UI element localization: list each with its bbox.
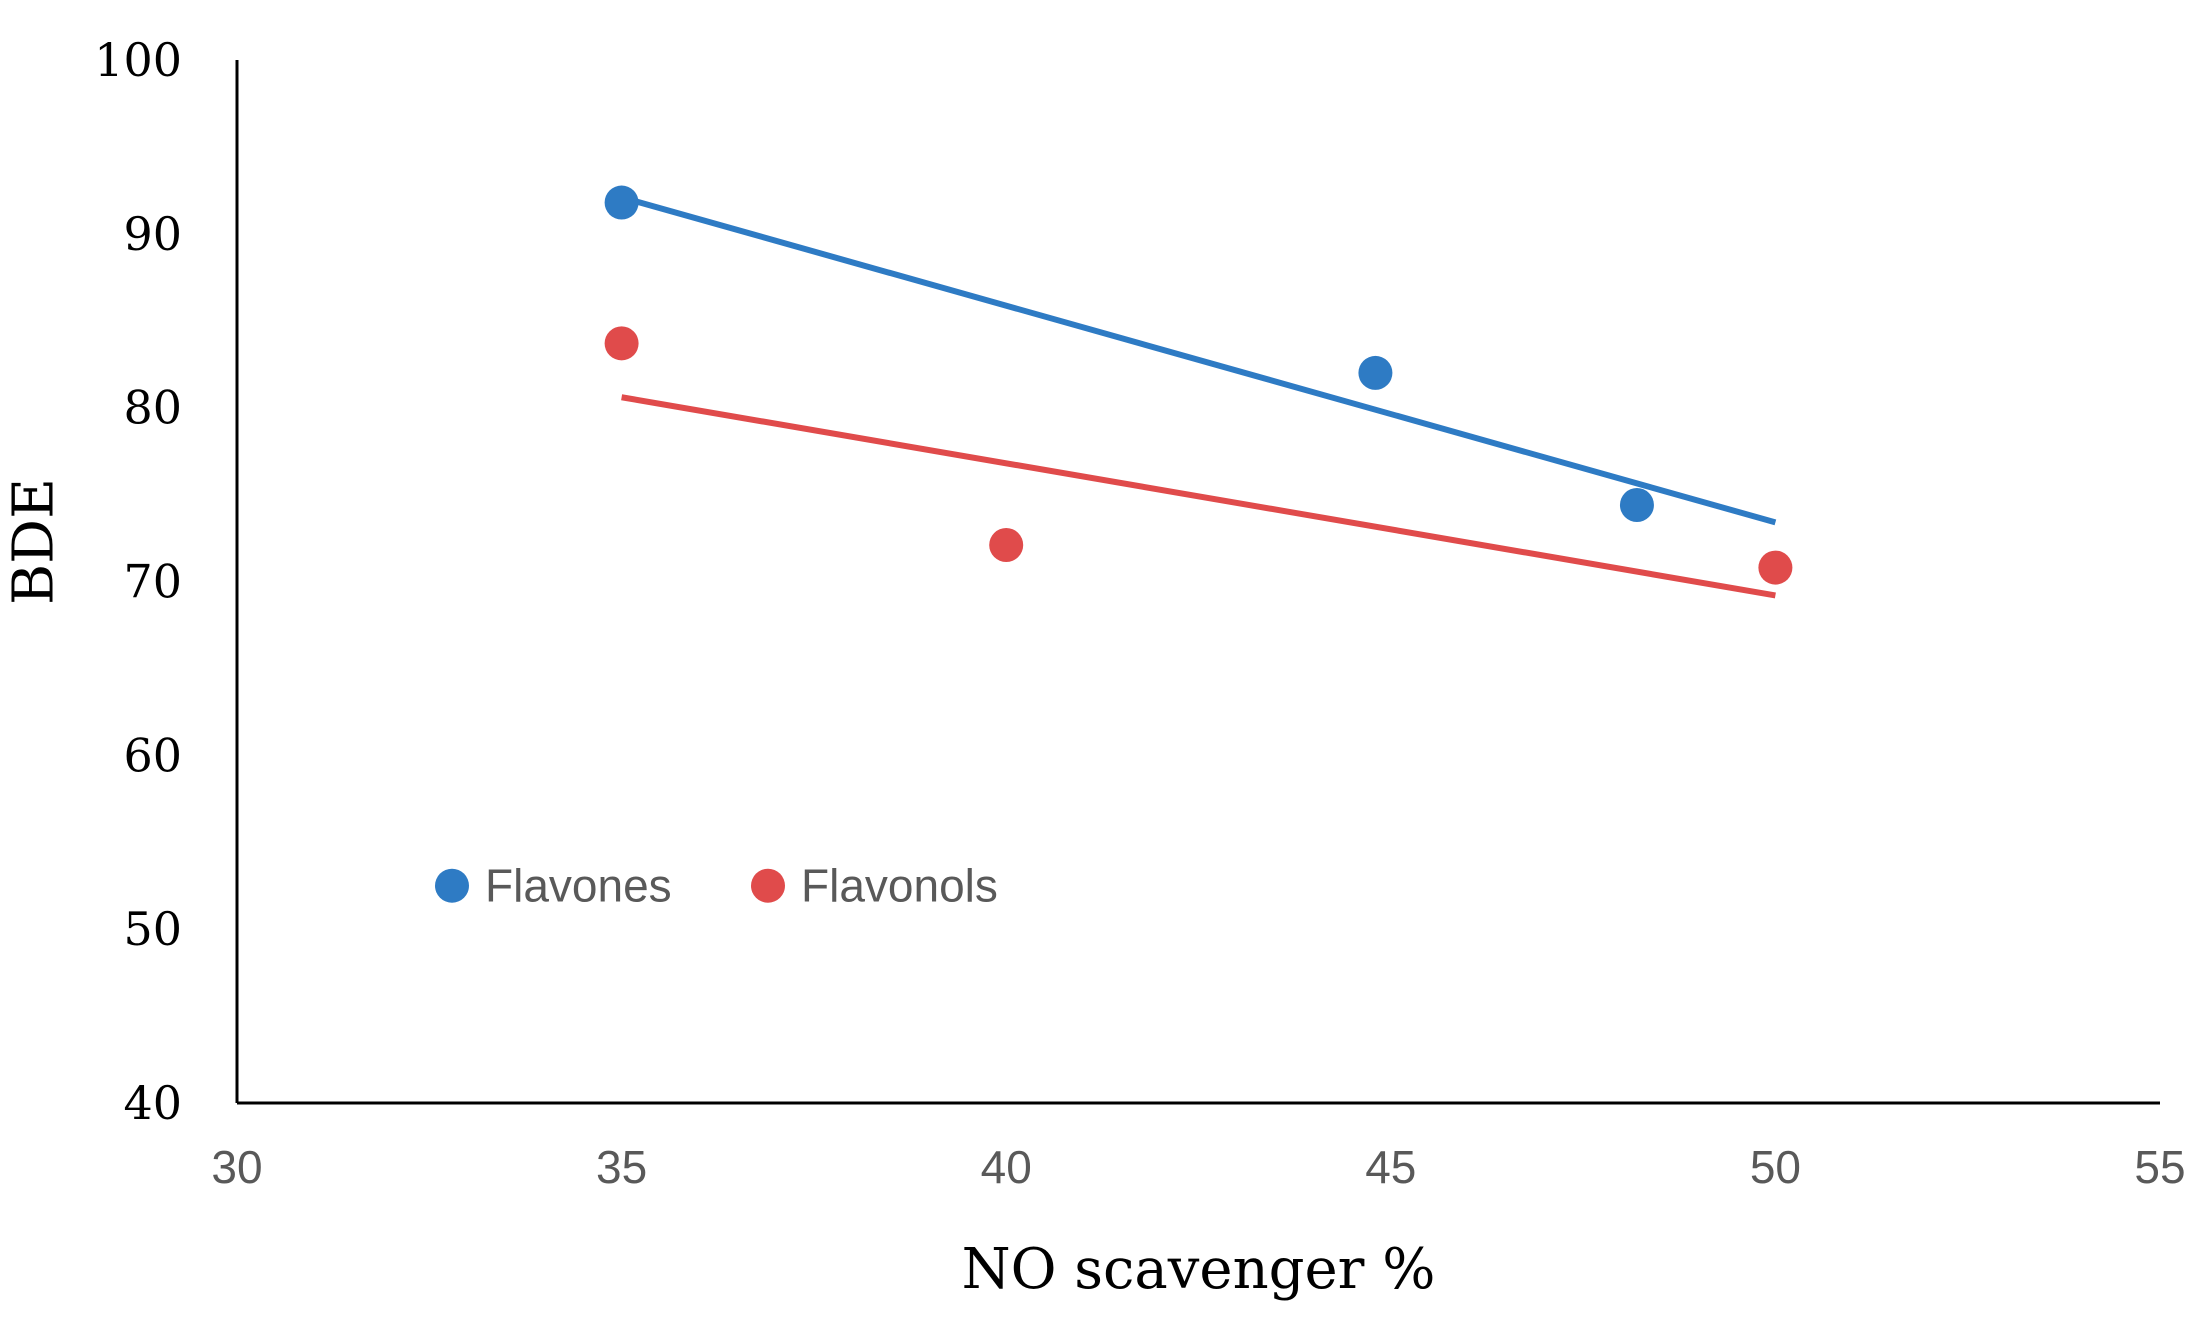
- trendlines: [620, 194, 1777, 599]
- y-tick-label: 70: [123, 555, 182, 609]
- y-axis-ticks: 40 50 60 70 80 90 100: [94, 33, 182, 1130]
- flavones-point: [1358, 355, 1393, 390]
- flavonols-legend-marker: [751, 868, 785, 903]
- y-tick-label: 40: [123, 1076, 182, 1130]
- legend: Flavones Flavonols: [435, 860, 998, 912]
- y-tick-label: 100: [94, 33, 182, 87]
- x-tick-label: 45: [1365, 1141, 1416, 1193]
- flavones-legend-marker: [435, 868, 469, 903]
- x-axis-ticks: 30 35 40 45 50 55: [211, 1141, 2185, 1193]
- flavones-legend-label: Flavones: [485, 860, 672, 912]
- x-tick-label: 55: [2134, 1141, 2185, 1193]
- flavones-point: [1619, 488, 1654, 523]
- x-tick-label: 30: [211, 1141, 262, 1193]
- flavonols-point: [604, 326, 639, 361]
- flavonols-legend-label: Flavonols: [801, 860, 998, 912]
- flavonols-point: [989, 527, 1024, 562]
- y-axis-title: BDE: [2, 478, 67, 605]
- flavones-point: [604, 185, 639, 220]
- y-tick-label: 80: [123, 381, 182, 435]
- flavones-trendline: [620, 194, 1777, 526]
- flavonols-trendline: [621, 394, 1776, 599]
- x-tick-label: 50: [1750, 1141, 1801, 1193]
- y-tick-label: 50: [123, 902, 182, 956]
- y-tick-label: 60: [123, 728, 182, 782]
- x-tick-label: 35: [596, 1141, 647, 1193]
- flavonols-point: [1758, 550, 1793, 585]
- x-tick-label: 40: [981, 1141, 1032, 1193]
- x-axis-title: NO scavenger %: [962, 1237, 1436, 1302]
- y-tick-label: 90: [123, 207, 182, 261]
- data-points: [604, 185, 1793, 585]
